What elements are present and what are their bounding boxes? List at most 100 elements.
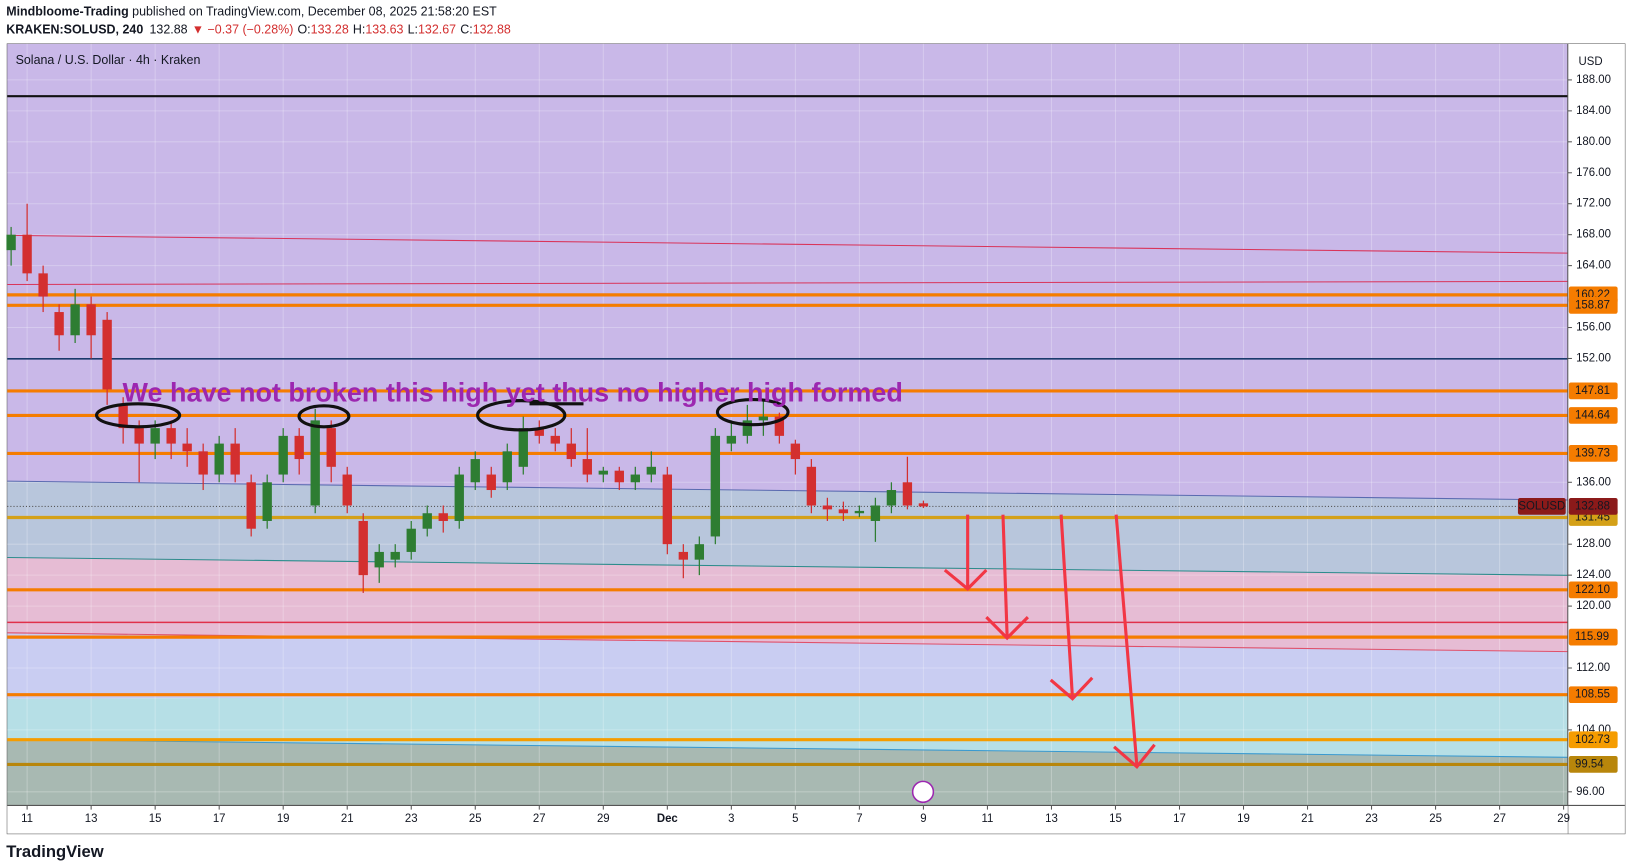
level-label: 122.10 xyxy=(1575,584,1610,596)
x-tick-label: 3 xyxy=(728,813,734,825)
last-price: 132.88 xyxy=(1575,500,1610,512)
last-name: SOLUSD xyxy=(1518,500,1565,512)
level-label-box xyxy=(1568,445,1618,462)
body xyxy=(438,513,448,521)
level-label-box xyxy=(1568,382,1618,400)
y-tick-label: 156.00 xyxy=(1576,322,1611,334)
x-tick-label: 25 xyxy=(469,813,482,825)
arrow-head xyxy=(1049,676,1094,701)
body xyxy=(182,443,192,452)
level-label: 102.73 xyxy=(1575,734,1610,746)
y-tick-label: 120.00 xyxy=(1576,600,1611,612)
body xyxy=(502,451,512,483)
line xyxy=(7,739,1568,758)
level-label: 158.87 xyxy=(1575,299,1610,311)
y-tick-label: 152.00 xyxy=(1576,352,1611,364)
body xyxy=(246,482,256,529)
last-name-box xyxy=(1517,498,1566,515)
zone xyxy=(7,632,1568,699)
body xyxy=(694,544,705,560)
body xyxy=(790,443,801,460)
level-label-box xyxy=(1568,407,1618,424)
body xyxy=(406,528,416,552)
body xyxy=(534,428,544,436)
y-tick-label: 172.00 xyxy=(1576,198,1611,210)
y-tick-label: 180.00 xyxy=(1576,136,1611,148)
symbol: KRAKEN:SOLUSD, 240 xyxy=(6,23,143,37)
x-tick-label: 11 xyxy=(21,813,33,825)
x-tick-label: 17 xyxy=(213,813,226,825)
line xyxy=(7,280,1568,286)
level-label-box xyxy=(1568,296,1618,314)
body xyxy=(662,474,672,545)
body xyxy=(582,459,592,475)
y-tick-label: 96.00 xyxy=(1576,786,1605,798)
level-label-box xyxy=(1568,731,1618,749)
level-label-box xyxy=(1568,756,1618,773)
body xyxy=(6,234,16,251)
y-tick-label: 112.00 xyxy=(1576,662,1610,674)
y-tick-label: 164.00 xyxy=(1576,260,1611,272)
body xyxy=(134,428,144,444)
body xyxy=(678,551,689,560)
y-tick-label: 168.00 xyxy=(1576,229,1611,241)
y-tick-label: 136.00 xyxy=(1576,476,1611,488)
y-tick-label: 188.00 xyxy=(1576,74,1611,86)
x-tick-label: 21 xyxy=(341,813,354,825)
x-tick-label: 27 xyxy=(1493,813,1506,825)
body xyxy=(742,420,753,436)
body xyxy=(598,470,608,475)
body xyxy=(806,466,817,506)
body xyxy=(726,435,737,444)
zone xyxy=(7,481,1568,576)
y-tick-label: 184.00 xyxy=(1576,105,1611,117)
body xyxy=(22,234,32,274)
chart-title: Solana / U.S. Dollar · 4h · Kraken xyxy=(16,53,201,67)
body xyxy=(102,319,112,390)
drawings xyxy=(95,398,790,432)
x-tick-label: 9 xyxy=(920,813,926,825)
x-tick-label: 29 xyxy=(597,813,610,825)
x-tick-label: 29 xyxy=(1557,813,1570,825)
level-label-box xyxy=(1568,686,1618,704)
author: Mindbloome-Trading xyxy=(6,5,128,19)
body xyxy=(278,435,288,475)
body xyxy=(150,428,160,444)
x-tick-label: Dec xyxy=(657,813,679,825)
body xyxy=(118,404,128,429)
line xyxy=(7,234,1568,254)
arrow-head xyxy=(1113,743,1156,769)
ellipse xyxy=(297,404,351,429)
body xyxy=(918,503,929,507)
body xyxy=(870,505,881,521)
body xyxy=(614,470,624,483)
body xyxy=(54,312,64,336)
candles xyxy=(6,203,929,593)
ohlc-value: 132.88 xyxy=(473,23,511,37)
zone xyxy=(7,739,1568,806)
last-price-box xyxy=(1568,498,1618,515)
price-axis xyxy=(1567,43,1625,834)
body xyxy=(166,428,176,444)
body xyxy=(230,443,240,475)
header-line: Mindbloome-Trading published on TradingV… xyxy=(6,5,497,19)
assistant-icon[interactable] xyxy=(911,780,935,804)
last: 132.88 xyxy=(149,23,187,37)
level-label-box xyxy=(1568,628,1618,646)
x-tick-label: 15 xyxy=(1109,813,1122,825)
body xyxy=(854,510,865,514)
arrow xyxy=(1114,514,1139,766)
ohlc-value: 133.28 xyxy=(311,23,349,37)
y-tick-label: 124.00 xyxy=(1576,569,1611,581)
x-tick-label: 27 xyxy=(533,813,546,825)
body xyxy=(550,435,560,444)
body xyxy=(518,428,528,467)
ohlc-key: C: xyxy=(460,23,472,37)
published: published on TradingView.com, December 0… xyxy=(129,5,497,19)
arrow xyxy=(1059,514,1075,699)
x-tick-label: 17 xyxy=(1173,813,1186,825)
x-tick-label: 13 xyxy=(85,813,98,825)
level-label: 139.73 xyxy=(1575,447,1610,459)
